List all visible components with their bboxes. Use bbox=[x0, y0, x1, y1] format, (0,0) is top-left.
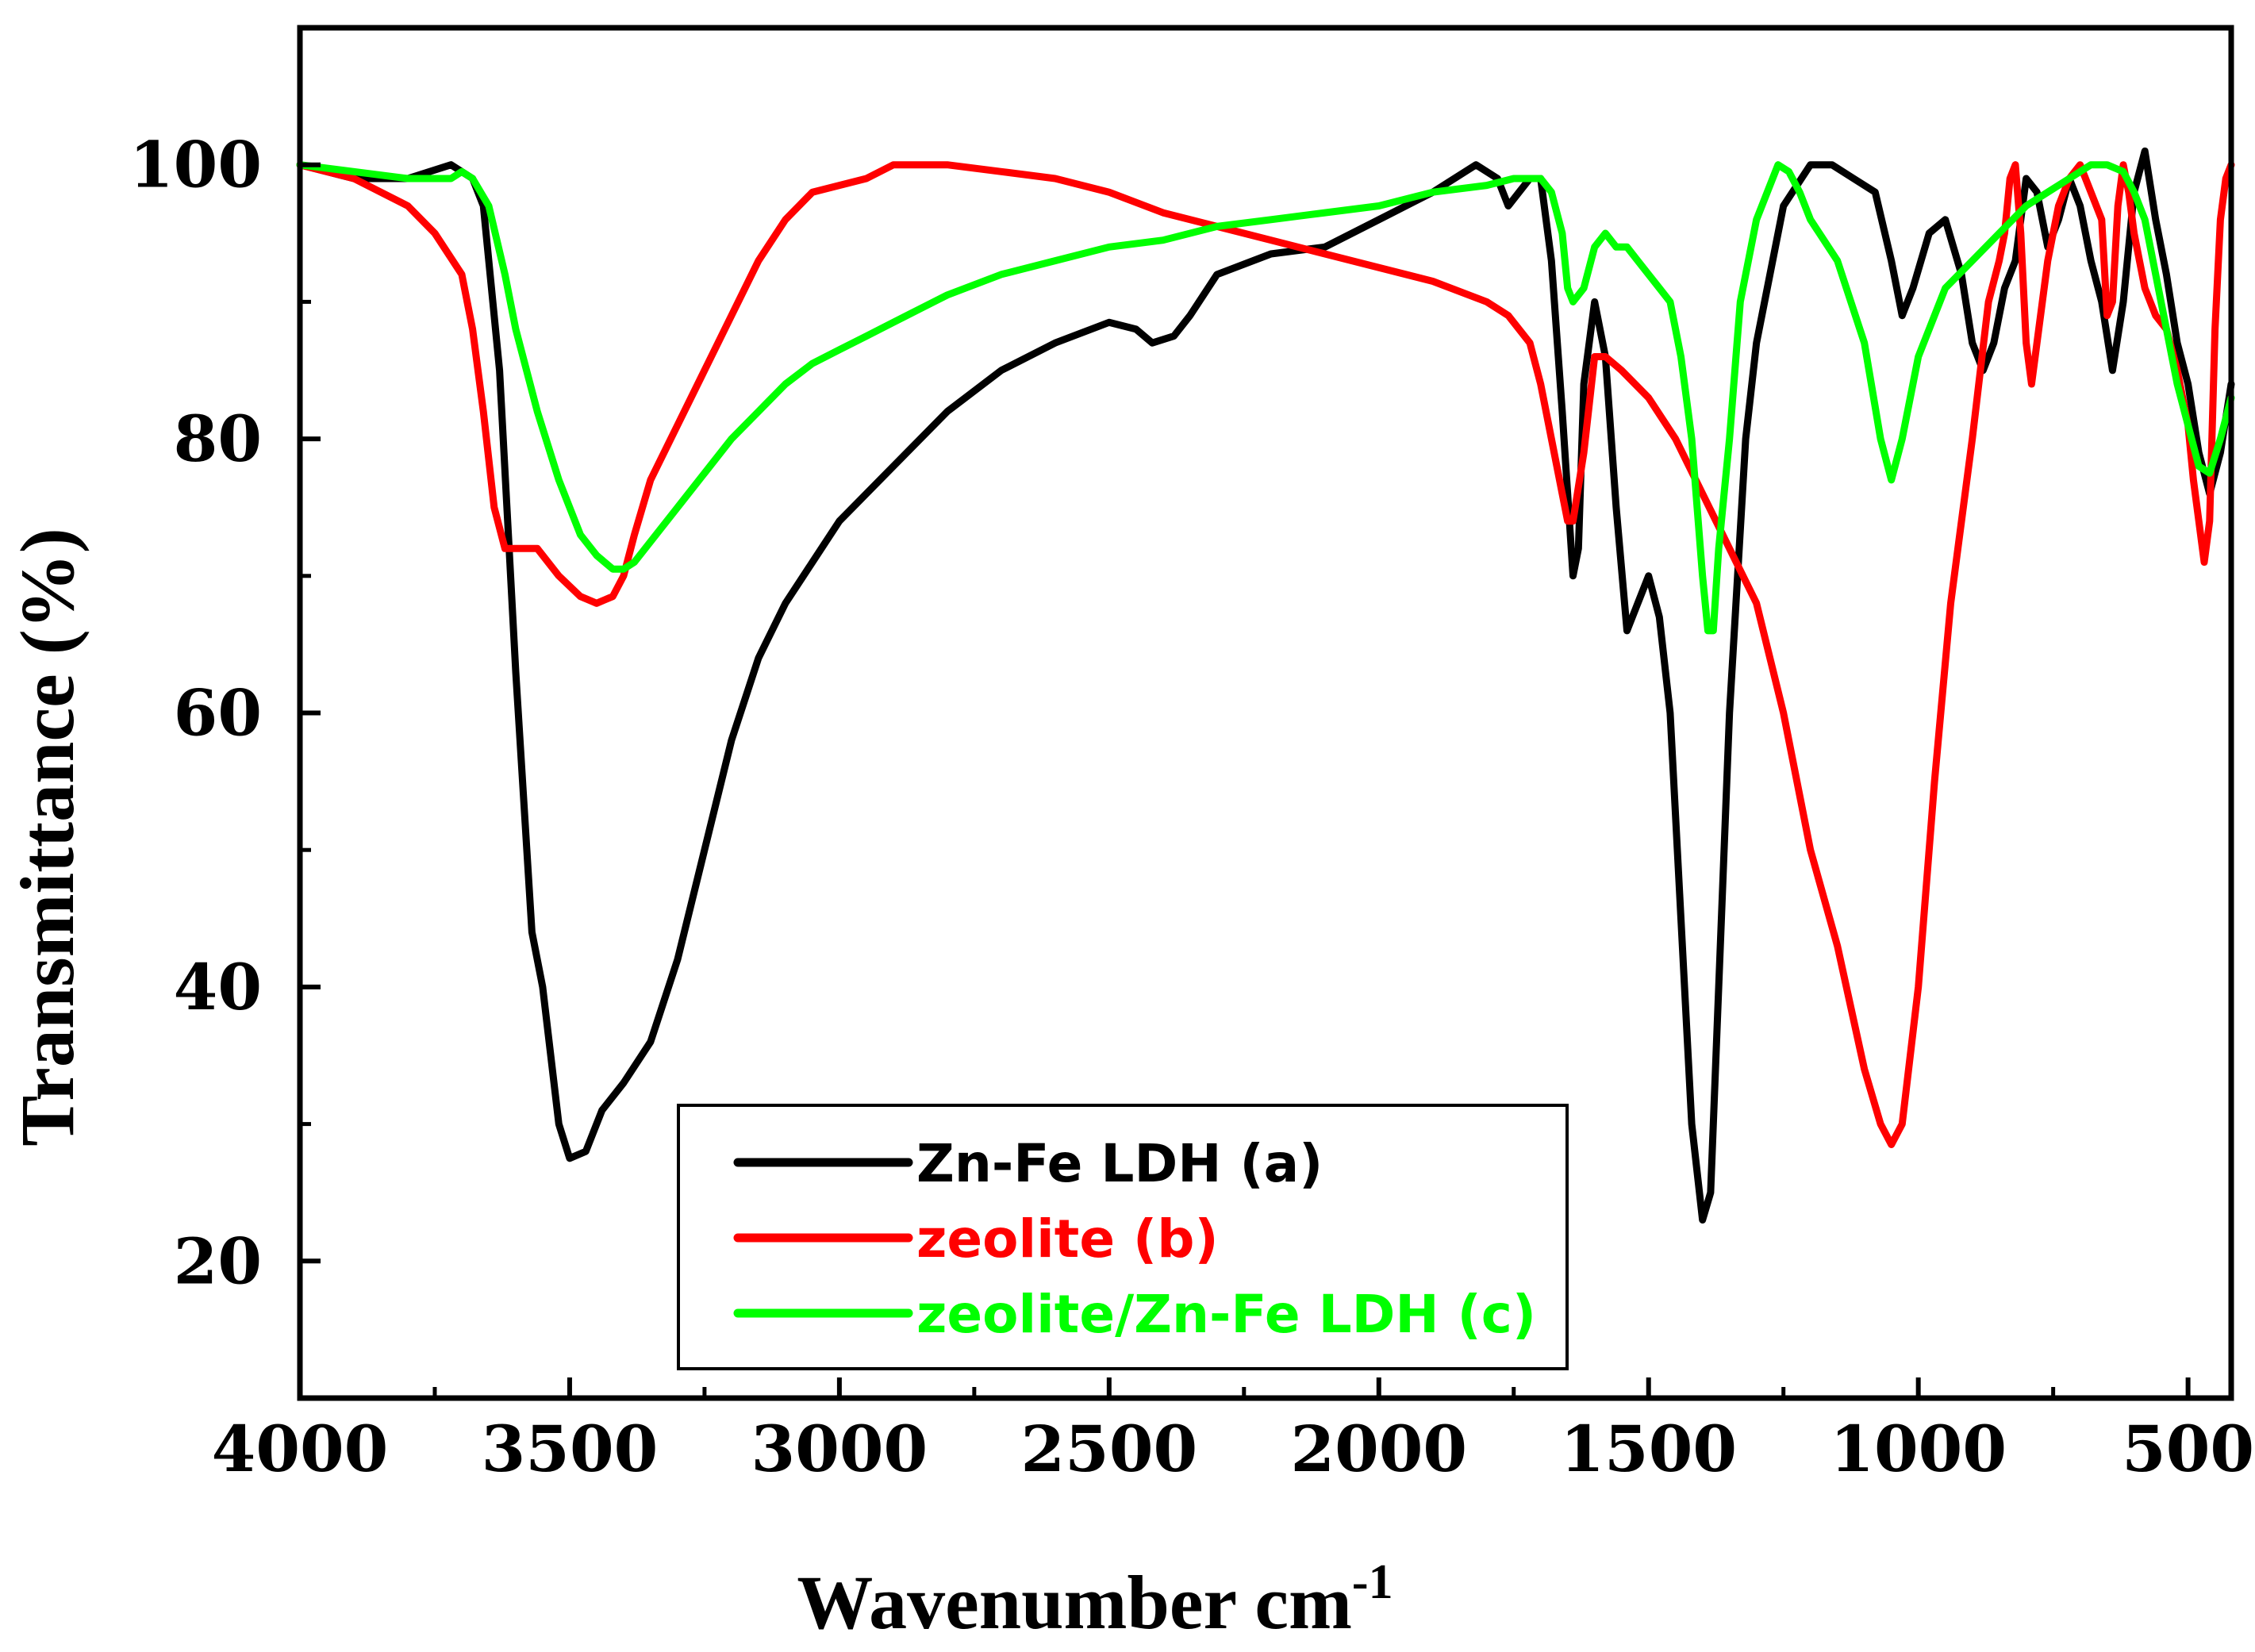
legend-label-3: zeolite/Zn-Fe LDH (c) bbox=[916, 1284, 1536, 1345]
x-axis: 4000 3500 3000 2500 2000 1500 1000 500 bbox=[212, 1377, 2254, 1486]
y-tick-label: 60 bbox=[174, 676, 262, 751]
x-axis-title: Wavenumber cm-1 bbox=[797, 1555, 1393, 1645]
x-tick-label: 500 bbox=[2122, 1412, 2254, 1486]
x-tick-label: 4000 bbox=[212, 1412, 389, 1486]
series-line-3 bbox=[296, 161, 2235, 635]
x-tick-label: 3500 bbox=[482, 1412, 659, 1486]
series-layer bbox=[296, 147, 2235, 1224]
y-tick-label: 80 bbox=[174, 401, 262, 476]
x-tick-label: 1500 bbox=[1560, 1412, 1737, 1486]
x-tick-label: 1000 bbox=[1830, 1412, 2007, 1486]
y-axis: 20 40 60 80 100 bbox=[129, 25, 321, 1400]
y-tick-label: 20 bbox=[174, 1224, 262, 1298]
series-line-2 bbox=[296, 161, 2235, 1148]
y-tick-label: 40 bbox=[174, 950, 262, 1024]
y-axis-title: Transmittance (%) bbox=[5, 528, 90, 1146]
x-tick-label: 2500 bbox=[1021, 1412, 1198, 1486]
legend-label-2: zeolite (b) bbox=[916, 1208, 1219, 1270]
legend: Zn-Fe LDH (a) zeolite (b) zeolite/Zn-Fe LD… bbox=[677, 1104, 1569, 1370]
y-tick-label: 100 bbox=[129, 128, 262, 202]
legend-label-1: Zn-Fe LDH (a) bbox=[916, 1133, 1323, 1194]
x-tick-label: 2000 bbox=[1290, 1412, 1467, 1486]
x-tick-label: 3000 bbox=[751, 1412, 928, 1486]
